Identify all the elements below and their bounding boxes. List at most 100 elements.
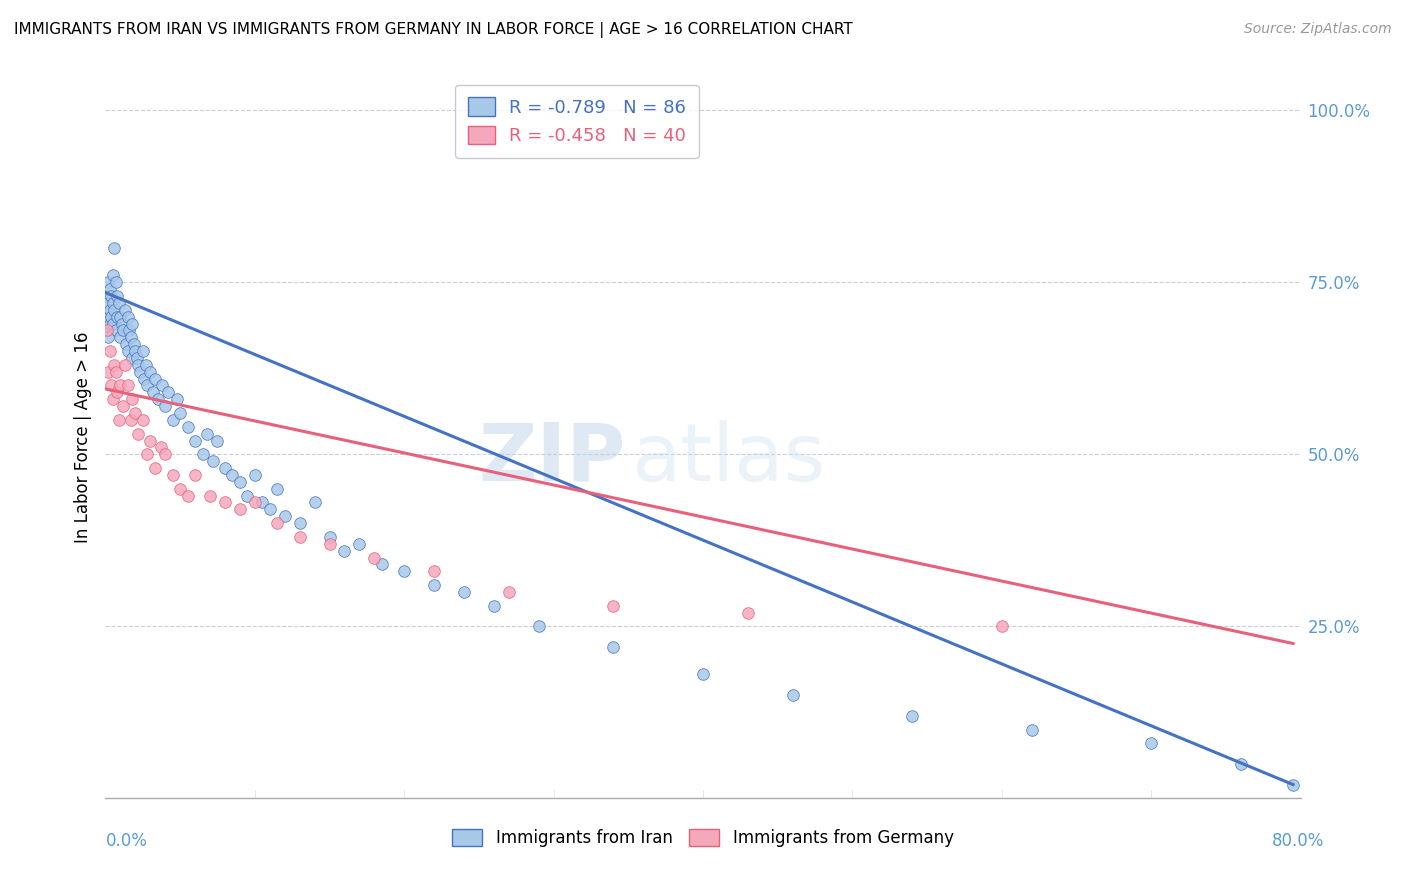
Point	[110, 310, 132, 324]
Point	[252, 495, 274, 509]
Point	[96, 323, 118, 337]
Point	[162, 413, 184, 427]
Point	[273, 509, 295, 524]
Point	[191, 447, 214, 461]
Point	[243, 467, 266, 482]
Point	[132, 413, 155, 427]
Point	[692, 667, 714, 681]
Point	[117, 344, 139, 359]
Point	[184, 434, 207, 448]
Point	[101, 317, 124, 331]
Point	[143, 461, 166, 475]
Point	[176, 489, 198, 503]
Text: ZIP: ZIP	[478, 420, 626, 498]
Point	[112, 399, 135, 413]
Point	[176, 419, 198, 434]
Point	[103, 241, 125, 255]
Point	[169, 406, 191, 420]
Point	[1021, 723, 1043, 737]
Point	[104, 323, 127, 337]
Point	[97, 275, 120, 289]
Point	[195, 426, 218, 441]
Point	[363, 550, 385, 565]
Point	[304, 495, 326, 509]
Point	[162, 467, 184, 482]
Point	[124, 344, 146, 359]
Point	[125, 351, 148, 365]
Point	[169, 482, 191, 496]
Point	[990, 619, 1012, 633]
Point	[98, 302, 121, 317]
Point	[128, 365, 150, 379]
Point	[117, 378, 139, 392]
Point	[142, 385, 165, 400]
Point	[97, 296, 120, 310]
Point	[782, 688, 804, 702]
Point	[100, 378, 122, 392]
Point	[101, 268, 124, 283]
Point	[115, 337, 138, 351]
Point	[98, 317, 121, 331]
Point	[134, 371, 156, 385]
Point	[114, 358, 136, 372]
Point	[127, 426, 149, 441]
Point	[110, 378, 132, 392]
Text: Source: ZipAtlas.com: Source: ZipAtlas.com	[1244, 22, 1392, 37]
Point	[104, 275, 127, 289]
Point	[121, 351, 143, 365]
Point	[104, 365, 127, 379]
Point	[107, 385, 129, 400]
Point	[110, 330, 132, 344]
Point	[121, 317, 143, 331]
Point	[101, 296, 124, 310]
Point	[371, 558, 394, 572]
Point	[108, 413, 131, 427]
Point	[423, 564, 446, 578]
Point	[139, 434, 162, 448]
Point	[207, 434, 229, 448]
Point	[98, 282, 121, 296]
Point	[229, 502, 252, 516]
Point	[266, 482, 288, 496]
Point	[107, 289, 129, 303]
Point	[111, 317, 134, 331]
Point	[155, 447, 177, 461]
Point	[498, 585, 520, 599]
Point	[124, 406, 146, 420]
Point	[259, 502, 281, 516]
Point	[423, 578, 446, 592]
Point	[112, 323, 135, 337]
Point	[136, 378, 159, 392]
Text: 0.0%: 0.0%	[105, 832, 148, 850]
Point	[96, 323, 118, 337]
Point	[243, 495, 266, 509]
Point	[146, 392, 169, 407]
Point	[214, 461, 236, 475]
Point	[333, 543, 356, 558]
Point	[1282, 778, 1305, 792]
Point	[737, 606, 759, 620]
Point	[108, 296, 131, 310]
Point	[150, 378, 173, 392]
Point	[166, 392, 188, 407]
Point	[103, 358, 125, 372]
Point	[221, 467, 243, 482]
Point	[120, 413, 142, 427]
Point	[97, 330, 120, 344]
Point	[107, 310, 129, 324]
Legend: R = -0.789   N = 86, R = -0.458   N = 40: R = -0.789 N = 86, R = -0.458 N = 40	[456, 85, 699, 158]
Point	[100, 310, 122, 324]
Point	[157, 385, 180, 400]
Point	[1140, 736, 1163, 750]
Point	[482, 599, 505, 613]
Point	[121, 392, 143, 407]
Point	[117, 310, 139, 324]
Point	[122, 337, 145, 351]
Point	[214, 495, 236, 509]
Point	[155, 399, 177, 413]
Point	[100, 289, 122, 303]
Point	[97, 310, 120, 324]
Point	[118, 323, 141, 337]
Point	[101, 392, 124, 407]
Point	[132, 344, 155, 359]
